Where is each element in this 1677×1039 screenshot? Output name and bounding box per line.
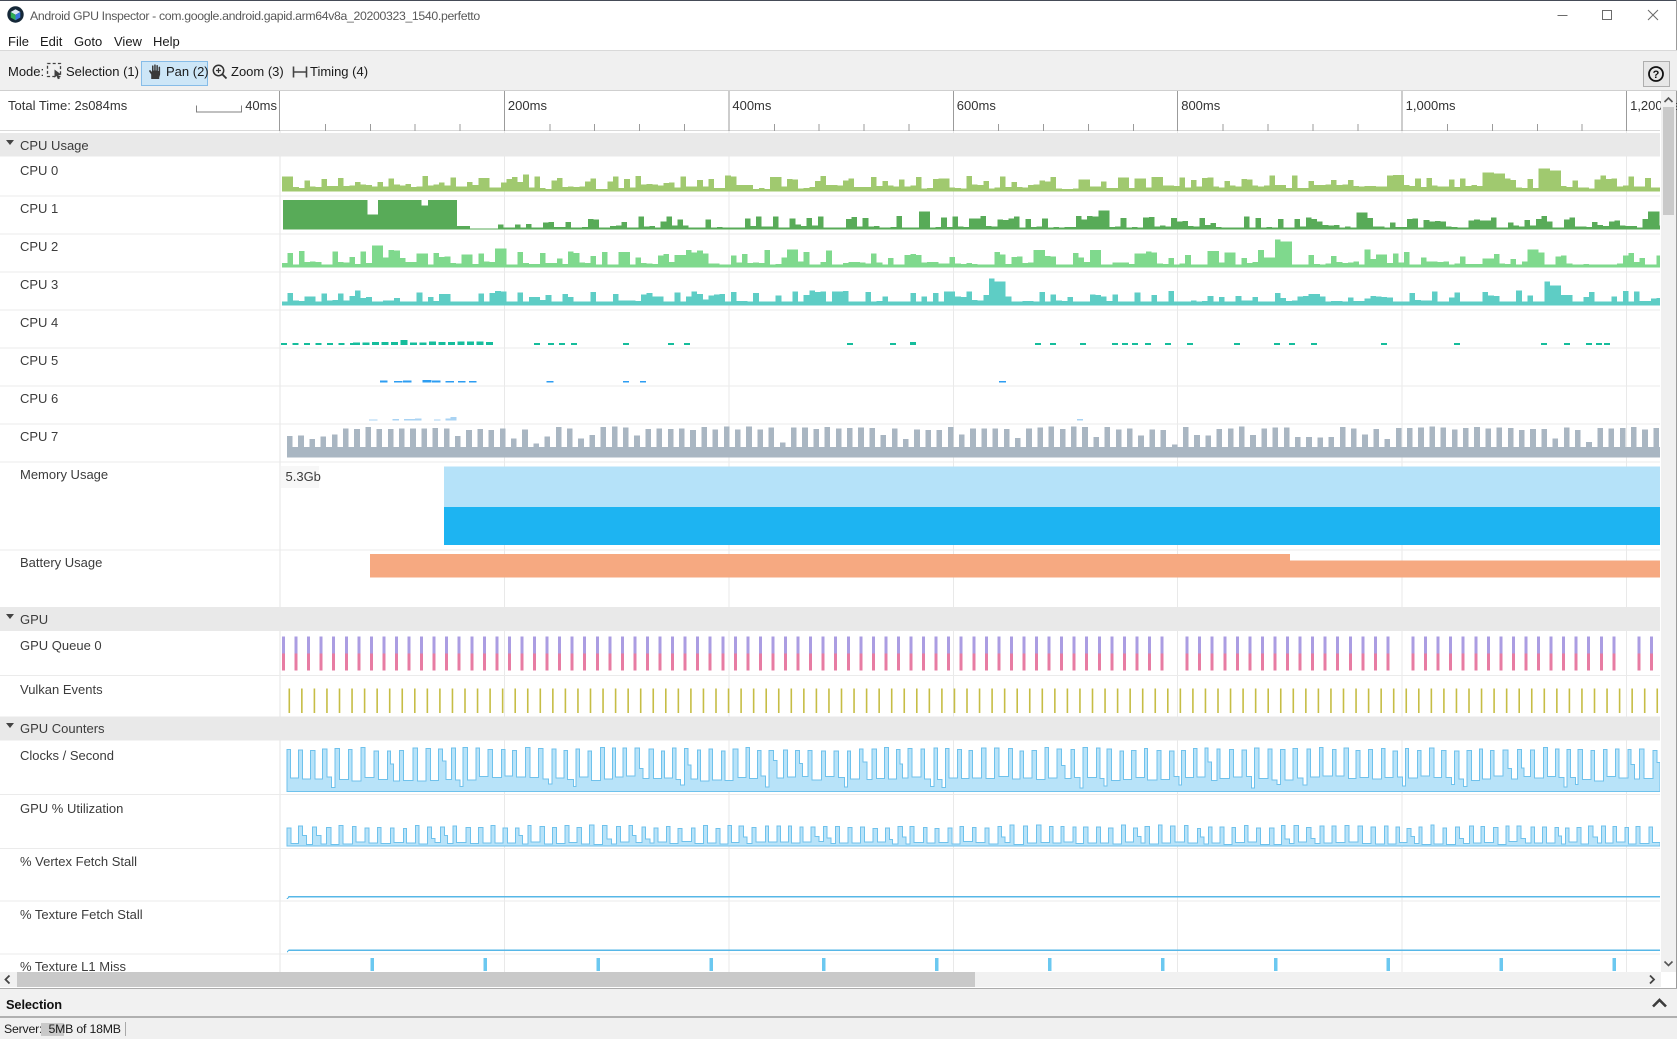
svg-text:?: ? (1653, 69, 1660, 81)
